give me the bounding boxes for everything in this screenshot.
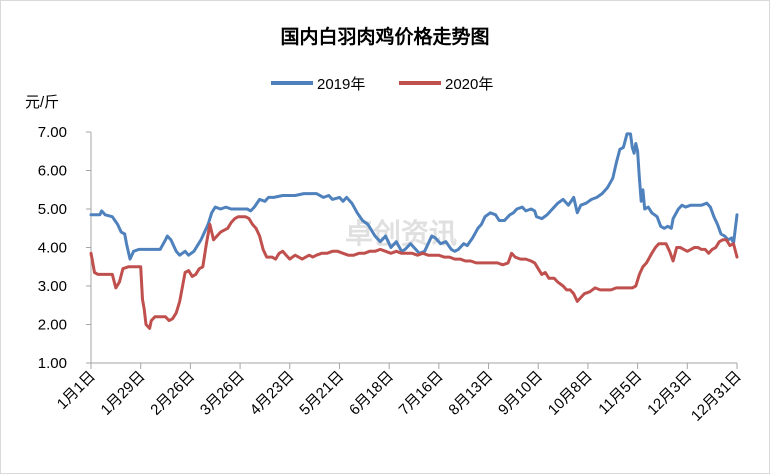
series-line-2020年	[89, 215, 739, 330]
x-axis: 1月1日1月29日2月26日3月26日4月23日5月21日6月18日7月16日8…	[54, 362, 745, 425]
x-tick-label: 9月10日	[495, 368, 546, 419]
y-tick-label: 2.00	[38, 317, 67, 334]
x-tick-label: 5月21日	[296, 368, 347, 419]
x-tick-label: 1月1日	[54, 368, 99, 413]
series-line-2019年	[89, 132, 739, 261]
y-axis: 1.00 2.00 3.00 4.00 5.00 6.00 7.00	[38, 124, 92, 372]
x-tick-label: 12月31日	[688, 368, 745, 425]
x-tick-label: 11月5日	[595, 368, 645, 418]
y-tick-label: 6.00	[38, 163, 67, 180]
x-tick-label: 7月16日	[396, 368, 447, 419]
y-tick-label: 3.00	[38, 278, 67, 295]
legend-label-2019: 2019年	[317, 76, 365, 93]
x-tick-label: 12月3日	[644, 368, 695, 419]
legend-label-2020: 2020年	[445, 76, 493, 93]
y-tick-label: 7.00	[38, 124, 67, 141]
x-tick-label: 6月18日	[346, 368, 397, 419]
y-tick-label: 1.00	[38, 355, 67, 372]
series-layer	[89, 132, 739, 330]
x-tick-label: 1月29日	[98, 368, 149, 419]
x-tick-label: 8月13日	[445, 368, 496, 419]
chart-title: 国内白羽肉鸡价格走势图	[280, 25, 489, 48]
x-tick-label: 4月23日	[247, 368, 298, 419]
x-tick-label: 3月26日	[197, 368, 248, 419]
legend: 2019年 2020年	[271, 76, 493, 93]
x-tick-label: 10月8日	[545, 368, 596, 419]
y-tick-label: 4.00	[38, 240, 67, 257]
y-axis-unit: 元/斤	[25, 94, 59, 111]
x-tick-label: 2月26日	[147, 368, 198, 419]
y-tick-label: 5.00	[38, 201, 67, 218]
